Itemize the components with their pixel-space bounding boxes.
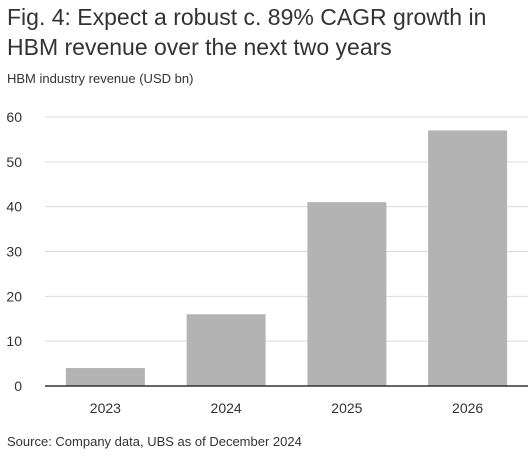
y-tick-label: 40 xyxy=(6,199,22,215)
chart-source: Source: Company data, UBS as of December… xyxy=(7,434,302,449)
x-tick-label: 2024 xyxy=(211,400,242,416)
chart-subtitle: HBM industry revenue (USD bn) xyxy=(7,71,194,86)
chart-title: Fig. 4: Expect a robust c. 89% CAGR grow… xyxy=(7,4,487,60)
y-axis-labels: 0 10 20 30 40 50 60 xyxy=(6,109,22,394)
x-tick-label: 2025 xyxy=(331,400,362,416)
bar-2026 xyxy=(428,130,508,386)
y-tick-label: 60 xyxy=(6,109,22,125)
y-tick-label: 10 xyxy=(6,333,22,349)
x-tick-label: 2026 xyxy=(452,400,483,416)
bar-2025 xyxy=(307,202,387,386)
bar-2023 xyxy=(65,368,145,386)
y-tick-label: 0 xyxy=(14,378,22,394)
y-tick-label: 50 xyxy=(6,154,22,170)
x-axis-labels: 2023 2024 2025 2026 xyxy=(90,400,484,416)
bar-2024 xyxy=(186,314,266,386)
y-tick-label: 30 xyxy=(6,244,22,260)
x-tick-label: 2023 xyxy=(90,400,121,416)
y-tick-label: 20 xyxy=(6,288,22,304)
bars xyxy=(65,130,508,386)
